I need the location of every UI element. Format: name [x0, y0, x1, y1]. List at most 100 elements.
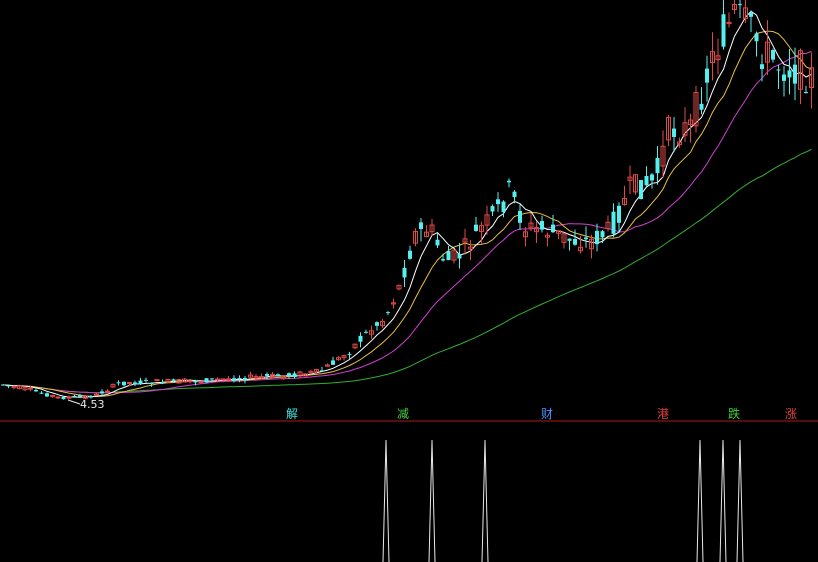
- candle-body-down: [386, 312, 390, 314]
- candle-body-down: [243, 378, 247, 381]
- candle-body-up: [429, 224, 435, 233]
- candle-body-down: [237, 378, 242, 380]
- candle-body-up: [545, 234, 550, 238]
- candle-body-down: [45, 393, 49, 397]
- candle-body-up: [688, 119, 693, 126]
- event-marker-3: 财: [541, 407, 553, 421]
- candle-body-down: [787, 70, 792, 78]
- candle-body-down: [1, 384, 5, 386]
- candle-body-down: [446, 251, 451, 261]
- candle-body-down: [617, 205, 621, 223]
- candle-body-up: [55, 396, 61, 399]
- candle-body-up: [220, 378, 226, 381]
- candle-body-down: [171, 379, 176, 381]
- candle-body-down: [496, 199, 500, 205]
- event-marker-4: 港: [657, 407, 669, 421]
- event-marker-1: 解: [286, 407, 298, 421]
- candle-body-up: [127, 381, 132, 384]
- candle-body-down: [501, 201, 506, 213]
- candle-body-up: [798, 50, 803, 90]
- candle-body-up: [369, 330, 374, 335]
- low-price-label: 4.53: [80, 398, 105, 411]
- candle-body-down: [551, 224, 555, 233]
- candle-body-down: [512, 191, 517, 198]
- candle-body-up: [627, 176, 633, 181]
- candle-body-down: [567, 238, 572, 241]
- candle-body-up: [765, 41, 770, 63]
- candle-body-down: [650, 174, 654, 181]
- candle-body-up: [424, 231, 429, 238]
- indicator-panel: [382, 439, 744, 562]
- candle-body-up: [17, 385, 22, 390]
- candle-body-down: [116, 382, 121, 384]
- candle-body-down: [782, 74, 786, 81]
- candle-body-down: [793, 64, 797, 84]
- indicator-spike: [428, 439, 436, 562]
- candle-body-down: [39, 392, 44, 394]
- event-markers: 解减财港跌涨: [286, 406, 797, 421]
- candle-body-up: [215, 378, 220, 381]
- indicator-spike: [481, 439, 489, 562]
- indicator-spike: [382, 439, 390, 562]
- candle-body-up: [556, 230, 561, 234]
- candlesticks: [1, 0, 814, 400]
- candle-body-down: [61, 396, 66, 400]
- candle-body-up: [809, 67, 814, 89]
- candle-body-down: [204, 378, 209, 383]
- candle-body-up: [561, 233, 567, 243]
- candle-body-up: [451, 249, 457, 261]
- candle-body-down: [408, 250, 412, 259]
- candle-body-up: [396, 284, 402, 290]
- event-marker-6: 涨: [785, 406, 797, 421]
- candle-body-down: [705, 68, 709, 83]
- candle-body-up: [710, 51, 715, 64]
- event-marker-2: 减: [397, 407, 409, 421]
- candle-body-up: [176, 379, 182, 384]
- candle-body-down: [265, 374, 269, 376]
- candle-body-down: [402, 267, 407, 278]
- candle-body-down: [122, 381, 126, 386]
- candle-body-up: [666, 116, 671, 141]
- candle-body-down: [210, 378, 214, 380]
- candle-body-down: [441, 259, 445, 261]
- candle-body-down: [573, 239, 577, 245]
- ma20-line: [2, 50, 812, 394]
- candle-body-up: [693, 91, 699, 127]
- candle-body-down: [72, 395, 77, 397]
- candle-body-down: [776, 69, 781, 71]
- candle-body-up: [413, 230, 418, 244]
- candle-body-down: [320, 370, 324, 372]
- candle-body-up: [182, 378, 187, 383]
- candle-body-down: [375, 322, 379, 326]
- candle-body-down: [100, 391, 104, 394]
- ma5-line: [2, 10, 812, 398]
- candle-body-down: [276, 374, 280, 377]
- candle-body-up: [352, 343, 358, 349]
- candle-body-up: [28, 387, 33, 390]
- candle-body-down: [331, 360, 335, 365]
- candle-body-down: [89, 396, 93, 398]
- candle-body-up: [743, 7, 748, 19]
- candle-body-down: [474, 224, 478, 231]
- candle-body-up: [94, 393, 99, 396]
- candle-body-up: [154, 379, 160, 382]
- candle-body-up: [66, 396, 72, 399]
- candle-body-up: [578, 246, 583, 252]
- moving-average-lines: [2, 10, 812, 398]
- candle-body-up: [281, 375, 286, 379]
- candle-body-down: [6, 385, 11, 387]
- candle-body-down: [144, 379, 148, 381]
- candle-body-up: [677, 141, 682, 145]
- candle-body-down: [672, 128, 676, 137]
- candle-body-up: [259, 376, 264, 379]
- candle-body-down: [738, 4, 742, 6]
- candle-body-down: [435, 239, 440, 246]
- candle-body-down: [760, 64, 764, 69]
- candle-body-down: [611, 211, 616, 234]
- candle-body-down: [490, 206, 495, 212]
- candle-body-up: [248, 374, 253, 378]
- candle-body-down: [518, 210, 522, 223]
- candle-body-down: [600, 231, 605, 238]
- candle-body-up: [22, 386, 28, 391]
